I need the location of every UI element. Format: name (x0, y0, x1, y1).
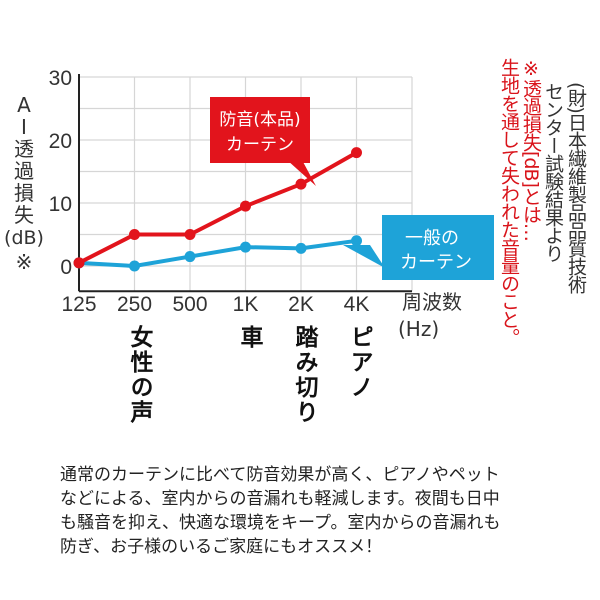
description-paragraph: 通常のカーテンに比べて防音効果が高く、ピアノやペット などによる、室内からの音漏… (60, 463, 580, 559)
data-point (184, 251, 196, 263)
data-point (351, 147, 362, 159)
data-point (184, 229, 196, 240)
y-axis-label-char: (dB) (4, 227, 44, 249)
series-line (78, 238, 357, 269)
description-line: も騒音を抑え、快適な環境をキープ。室内からの音漏れも (60, 513, 501, 533)
description-line: などによる、室内からの音漏れも軽減します。夜間も日中 (60, 489, 500, 509)
y-axis-label-char: 失 (14, 203, 34, 227)
series-label-blue-line-1: 一般の (405, 228, 459, 249)
y-axis-label-char: ※ (16, 250, 33, 274)
series-label-blue-line-2: カーテン (400, 252, 472, 273)
definition-note-line-2: 生地を通して失われた音量のこと。 (498, 58, 520, 346)
y-axis-label-char: I (21, 115, 27, 139)
definition-note-line-1: ※透過損失[dB]とは… (520, 58, 542, 241)
data-point (240, 200, 251, 212)
series-label-pointer-red (287, 160, 316, 186)
data-point (129, 229, 140, 240)
data-point (129, 260, 140, 272)
annotation-car: 車 (236, 325, 262, 350)
annotation-female-voice: 女性の声 (126, 325, 152, 425)
y-axis-label-char: 過 (14, 159, 34, 183)
y-tick-label: 0 (60, 256, 72, 279)
x-tick-label: 1K (233, 293, 259, 316)
series-label-box-blue (382, 215, 494, 280)
x-tick-label: 125 (61, 293, 96, 316)
series-label-pointer-blue (343, 245, 385, 268)
data-point (295, 242, 307, 254)
series-label-box-red (210, 97, 310, 163)
y-axis-label-char: 損 (14, 181, 34, 205)
y-tick-label: 30 (49, 67, 72, 90)
y-tick-label: 10 (49, 193, 72, 216)
data-point (240, 241, 251, 253)
data-point (295, 178, 307, 190)
data-point (73, 257, 85, 269)
x-tick-label: 4K (344, 293, 370, 316)
description-line: 通常のカーテンに比べて防音効果が高く、ピアノやペット (60, 465, 500, 485)
series-label-red-line-1: 防音(本品) (219, 110, 300, 130)
x-axis-unit: (Hz) (398, 317, 439, 341)
x-tick-label: 250 (117, 293, 152, 316)
y-tick-label: 20 (49, 130, 72, 153)
y-axis-label-char: 透 (14, 137, 34, 161)
x-axis-label: 周波数 (402, 290, 462, 314)
series-label-red-line-2: カーテン (226, 135, 294, 155)
x-tick-label: 2K (288, 293, 314, 316)
annotation-piano: ピアノ (346, 325, 372, 400)
annotation-railroad-crossing: 踏み切り (291, 325, 317, 425)
y-axis-label-char: A (17, 93, 31, 117)
description-line: 防ぎ、お子様のいるご家庭にもオススメ！ (60, 537, 383, 557)
source-note-line-2: センター試験結果より (542, 82, 564, 262)
data-point (351, 235, 362, 247)
source-note-line-1: (財)日本繊維製品品質技術 (565, 82, 587, 293)
x-tick-label: 500 (172, 293, 207, 316)
